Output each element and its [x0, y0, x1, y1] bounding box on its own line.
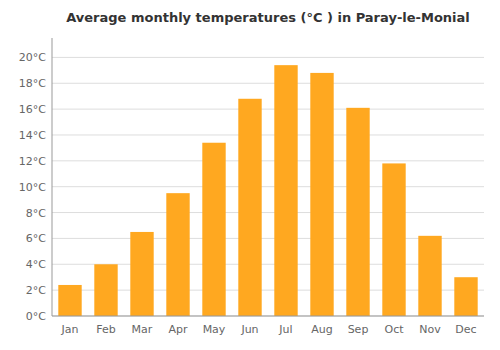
y-tick-label: 18°C — [19, 77, 46, 90]
y-tick-label: 12°C — [19, 155, 46, 168]
y-tick-label: 4°C — [26, 258, 46, 271]
y-tick-label: 10°C — [19, 181, 46, 194]
y-tick-label: 0°C — [26, 310, 46, 323]
bar — [310, 73, 333, 316]
y-tick-label: 14°C — [19, 129, 46, 142]
x-tick-label: May — [203, 323, 226, 336]
y-tick-label: 2°C — [26, 284, 46, 297]
chart-container: Average monthly temperatures (°C ) in Pa… — [0, 0, 500, 350]
bar — [238, 99, 261, 316]
grid-line — [52, 83, 484, 84]
bar — [58, 285, 81, 316]
y-tick-label: 8°C — [26, 207, 46, 220]
bar — [202, 143, 225, 316]
x-tick-label: Jun — [240, 323, 258, 336]
x-tick-labels: Jan Feb Mar Apr May Jun Jul Aug Sep Oct Nov Dec — [61, 323, 477, 336]
x-tick-label: Dec — [455, 323, 476, 336]
bar — [382, 163, 405, 316]
x-tick-label: Jul — [278, 323, 292, 336]
chart-title: Average monthly temperatures (°C ) in Pa… — [66, 10, 470, 25]
x-axis-line — [52, 316, 484, 317]
grid-line — [52, 57, 484, 58]
x-tick-label: Apr — [168, 323, 188, 336]
y-axis-line — [52, 38, 53, 316]
x-tick-label: Jan — [61, 323, 79, 336]
grid-line — [52, 186, 484, 187]
x-tick-label: Nov — [419, 323, 441, 336]
x-tick-label: Mar — [132, 323, 153, 336]
bar — [130, 232, 153, 316]
grid-line — [52, 212, 484, 213]
grid-line — [52, 109, 484, 110]
bar — [346, 108, 369, 316]
bar — [418, 236, 441, 316]
y-tick-label: 20°C — [19, 51, 46, 64]
x-tick-label: Oct — [384, 323, 404, 336]
bar — [166, 193, 189, 316]
grid-line — [52, 134, 484, 135]
x-tick-label: Feb — [96, 323, 115, 336]
bar — [94, 264, 117, 316]
chart-svg: Average monthly temperatures (°C ) in Pa… — [0, 0, 500, 350]
bar — [274, 65, 297, 316]
x-tick-label: Sep — [348, 323, 369, 336]
grid-line — [52, 160, 484, 161]
x-tick-label: Aug — [311, 323, 332, 336]
bars — [58, 65, 477, 316]
bar — [454, 277, 477, 316]
grid-line — [52, 316, 484, 317]
y-tick-label: 16°C — [19, 103, 46, 116]
y-tick-label: 6°C — [26, 232, 46, 245]
y-grid: 0°C 2°C 4°C 6°C 8°C 10°C 12°C 14°C 16°C 18°C 20°C — [19, 51, 484, 323]
